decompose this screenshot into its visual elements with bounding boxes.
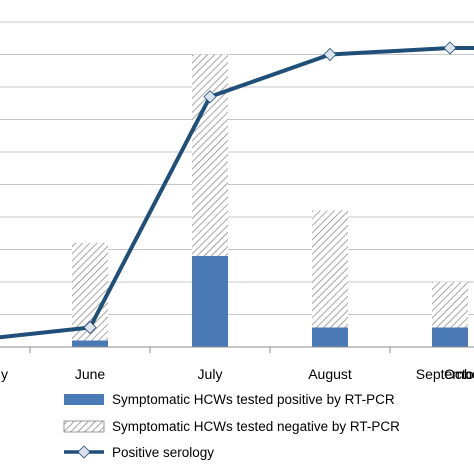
bar-positive-july [192, 256, 228, 347]
serology-point-july [203, 90, 217, 104]
bar-negative-july [192, 54, 228, 256]
bar-negative-september [432, 282, 468, 328]
legend-swatch-negative [63, 420, 105, 433]
legend-label-serology: Positive serology [112, 445, 214, 460]
gridlines [0, 21, 474, 315]
x-tick-labels: y June July August SeptemberOcto [1, 366, 474, 382]
bars [72, 54, 468, 347]
bar-positive-august [312, 327, 348, 347]
bar-positive-september [432, 327, 468, 347]
x-tick-label-september: September [416, 366, 474, 382]
bar-positive-june [72, 340, 108, 347]
serology-line [0, 41, 474, 340]
legend-label-positive: Symptomatic HCWs tested positive by RT-P… [112, 392, 395, 407]
x-tick-label-august: August [308, 366, 352, 382]
x-tick-label-october: Octo [444, 366, 474, 382]
serology-point-august [323, 47, 337, 62]
bar-negative-august [312, 210, 348, 328]
legend-swatch-positive [64, 394, 104, 405]
legend-label-negative: Symptomatic HCWs tested negative by RT-P… [112, 419, 400, 434]
x-tick-label-july: July [198, 366, 223, 382]
x-axis [0, 346, 474, 353]
serology-line-path [0, 46, 474, 340]
legend-marker-serology [77, 445, 91, 459]
x-tick-label-june: June [75, 366, 106, 382]
x-tick-label-may: y [1, 366, 8, 382]
legend: Symptomatic HCWs tested positive by RT-P… [63, 392, 400, 460]
serology-point-june [83, 320, 97, 335]
serology-point-september [443, 41, 457, 55]
